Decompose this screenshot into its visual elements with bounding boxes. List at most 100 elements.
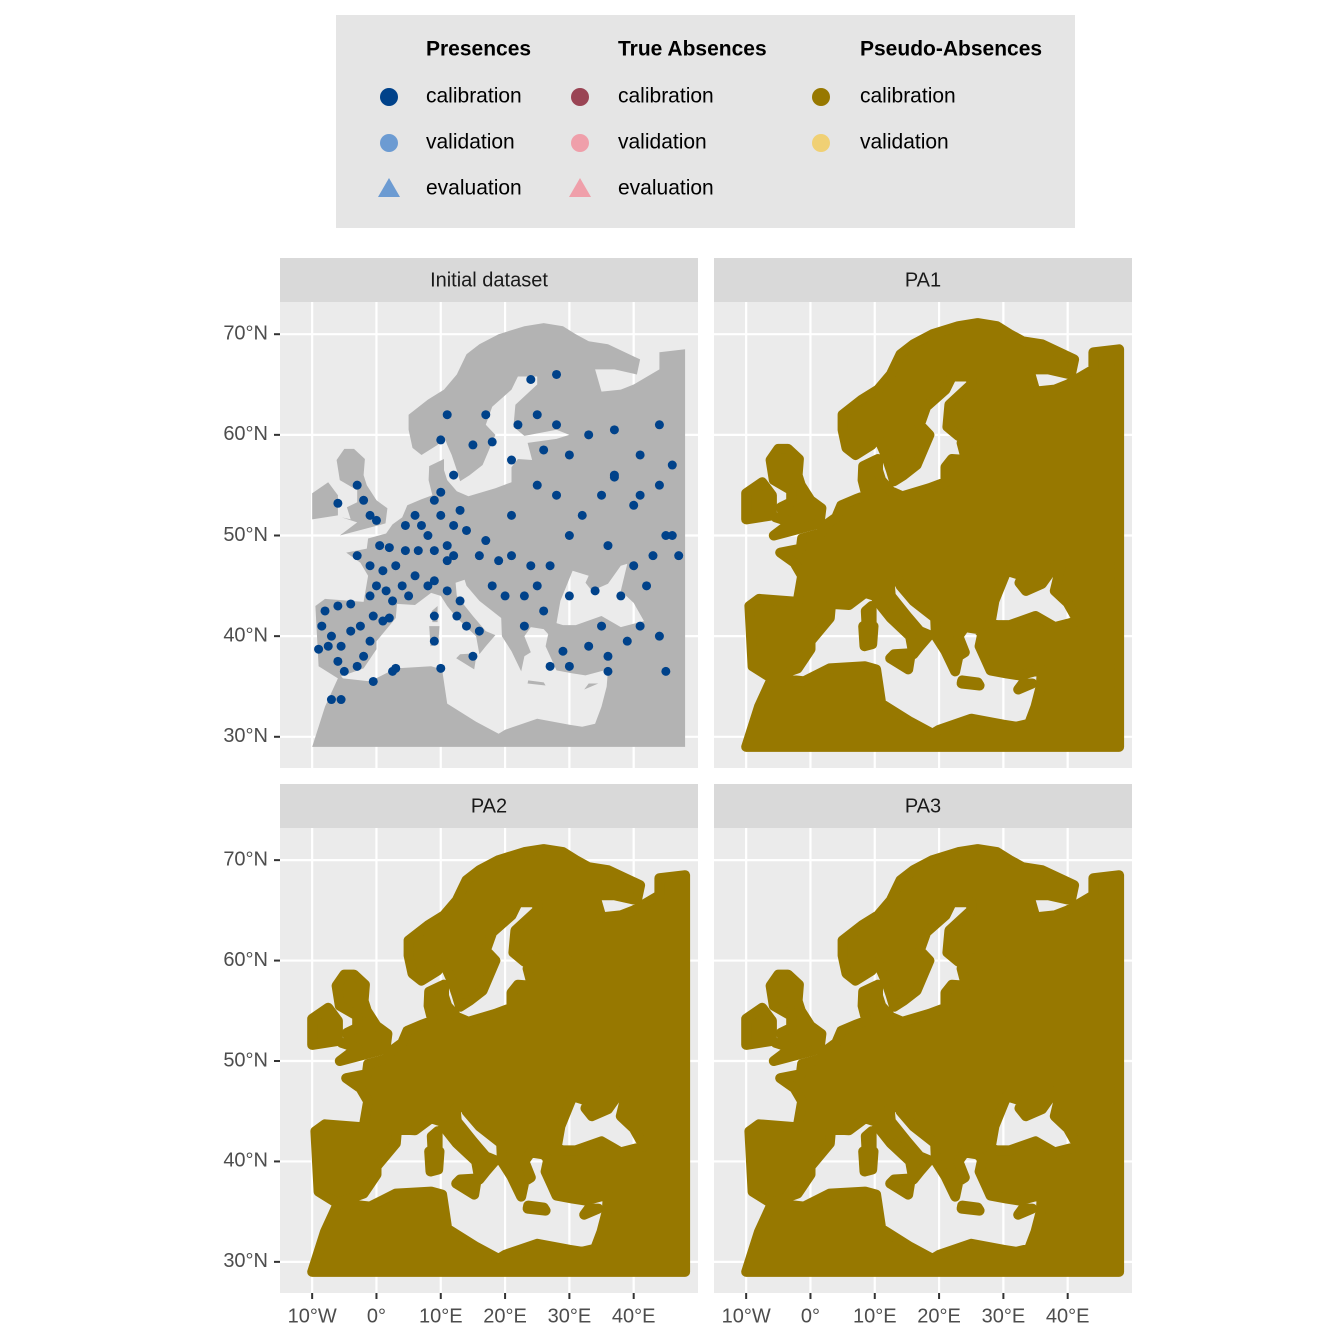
presence-point: [333, 656, 343, 666]
presence-point: [452, 611, 462, 621]
legend-title: Pseudo-Absences: [860, 38, 1042, 61]
pseudo-absence-area: [307, 1002, 343, 1050]
y-tick-label: 40°N: [223, 624, 268, 646]
presence-point: [436, 510, 446, 520]
presence-point: [317, 621, 327, 631]
land: [527, 680, 546, 686]
x-tick-label: 10°E: [853, 1305, 897, 1327]
presence-point: [635, 621, 645, 631]
presence-point: [481, 536, 491, 546]
legend-label: validation: [426, 131, 515, 154]
presence-point: [375, 541, 385, 551]
presence-point: [481, 410, 491, 420]
presence-point: [355, 621, 365, 631]
presence-point: [661, 666, 671, 676]
presence-point: [346, 599, 356, 609]
x-tick-label: 30°E: [548, 1305, 592, 1327]
legend-key: [378, 178, 400, 197]
pseudo-absence-area: [858, 1146, 879, 1177]
pseudo-absence-area: [741, 477, 777, 525]
strip-title: Initial dataset: [430, 269, 548, 291]
presence-point: [494, 556, 504, 566]
presence-point: [526, 561, 536, 571]
presence-point: [609, 425, 619, 435]
presence-point: [371, 581, 381, 591]
presence-point: [532, 581, 542, 591]
legend-key: [571, 88, 589, 106]
presence-point: [674, 551, 684, 561]
presence-point: [487, 581, 497, 591]
presence-point: [326, 695, 336, 705]
presence-point: [365, 636, 375, 646]
presence-point: [388, 666, 398, 676]
presence-point: [384, 613, 394, 623]
legend-title: Presences: [426, 38, 531, 61]
presence-point: [661, 531, 671, 541]
presence-point: [391, 561, 401, 571]
presence-point: [507, 551, 517, 561]
presence-point: [609, 470, 619, 480]
presence-point: [635, 450, 645, 460]
presence-point: [629, 561, 639, 571]
presence-point: [336, 641, 346, 651]
pseudo-absence-area: [424, 1146, 445, 1177]
pseudo-absence-area: [885, 648, 916, 675]
strip-background: [280, 258, 698, 302]
presence-point: [635, 490, 645, 500]
presence-point: [336, 695, 346, 705]
y-tick-label: 60°N: [223, 423, 268, 445]
presence-point: [352, 551, 362, 561]
presence-point: [552, 420, 562, 430]
pseudo-absence-area: [307, 844, 691, 1277]
presence-point: [410, 571, 420, 581]
presence-point: [507, 510, 517, 520]
presence-point: [429, 576, 439, 586]
legend-key: [380, 134, 398, 152]
presence-point: [654, 631, 664, 641]
strip-background: [714, 258, 1132, 302]
legend-key: [569, 178, 591, 197]
presence-point: [584, 641, 594, 651]
presence-point: [468, 651, 478, 661]
legend-label: validation: [860, 131, 949, 154]
presence-point: [629, 500, 639, 510]
legend-label: evaluation: [618, 177, 714, 200]
legend-label: validation: [618, 131, 707, 154]
presence-point: [314, 644, 324, 654]
presence-point: [603, 666, 613, 676]
presence-point: [442, 556, 452, 566]
presence-point: [323, 641, 333, 651]
presence-point: [339, 666, 349, 676]
presence-point: [642, 581, 652, 591]
presence-point: [577, 510, 587, 520]
presence-point: [333, 601, 343, 611]
presence-point: [597, 621, 607, 631]
presence-point: [365, 510, 375, 520]
presence-point: [378, 566, 388, 576]
presence-point: [564, 661, 574, 671]
pseudo-absence-area: [451, 1173, 482, 1200]
presence-point: [368, 676, 378, 686]
pseudo-absence-area: [741, 844, 1125, 1277]
presence-point: [519, 621, 529, 631]
x-tick-label: 0°: [367, 1305, 386, 1327]
presence-point: [423, 581, 433, 591]
presence-point: [371, 515, 381, 525]
presence-point: [400, 546, 410, 556]
presence-point: [442, 410, 452, 420]
presence-point: [487, 437, 497, 447]
legend-key: [812, 88, 830, 106]
x-tick-label: 10°E: [419, 1305, 463, 1327]
pseudo-absence-area: [522, 1200, 551, 1216]
presence-point: [597, 490, 607, 500]
presence-point: [500, 591, 510, 601]
presence-point: [526, 374, 536, 384]
pseudo-absence-area: [860, 1126, 877, 1153]
presence-point: [368, 611, 378, 621]
legend-background: [336, 15, 1075, 228]
land: [336, 448, 388, 536]
presence-point: [455, 596, 465, 606]
presence-point: [564, 531, 574, 541]
presence-point: [558, 646, 568, 656]
pseudo-absence-area: [741, 1002, 777, 1050]
